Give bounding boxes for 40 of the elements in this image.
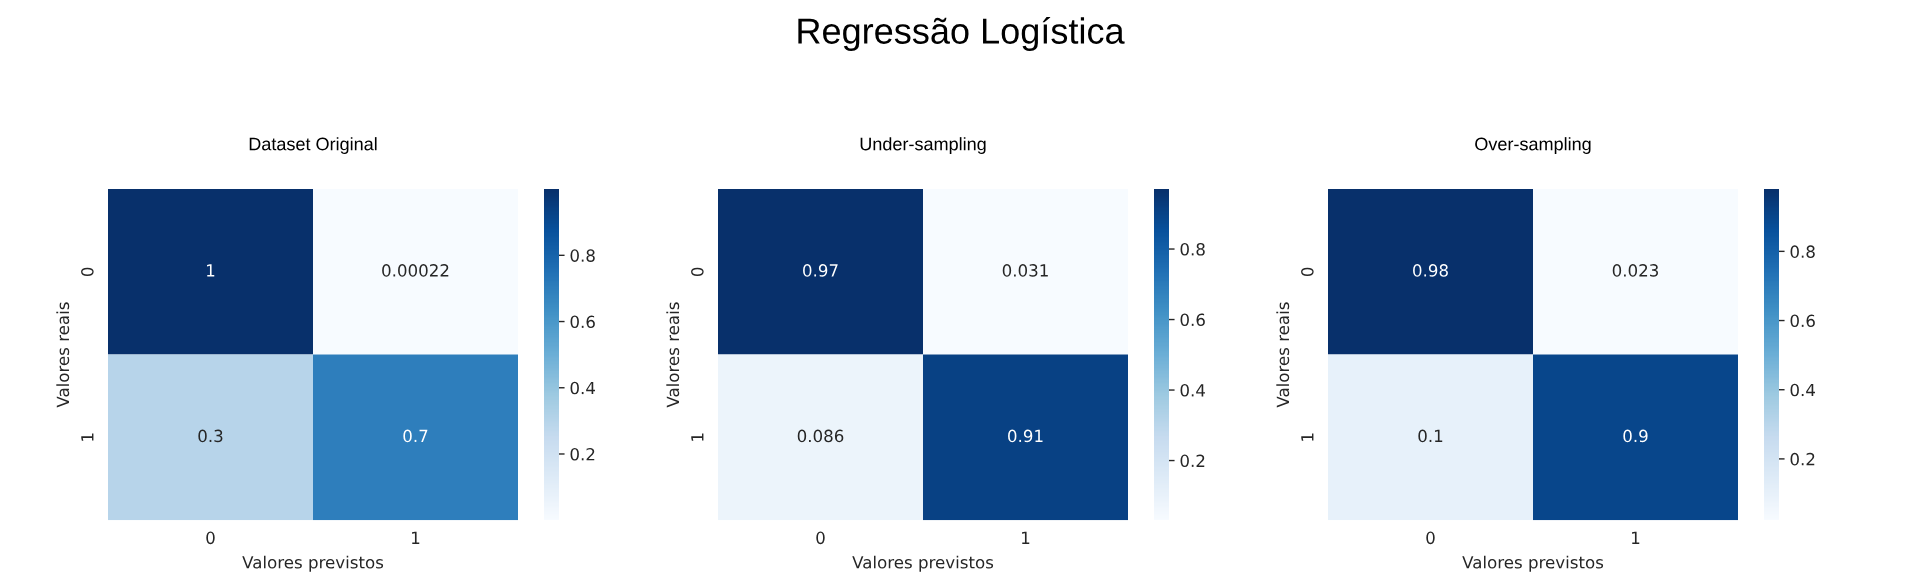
- chart-title: Over-sampling: [1475, 137, 1591, 154]
- x-tick-label: 1: [412, 531, 420, 544]
- color-bar-label: 0.6: [570, 315, 595, 329]
- x-tick-label: 0: [816, 531, 825, 545]
- x-axis-title: Valores previstos: [1462, 555, 1604, 572]
- color-bar-label: 0.6: [1790, 314, 1815, 328]
- color-bar-label: 0.6: [1180, 313, 1205, 327]
- color-bar-label: 0.4: [1180, 384, 1205, 397]
- color-bar-label: 0.2: [570, 447, 595, 461]
- data-label: 0.00022: [382, 264, 449, 277]
- x-tick-label: 0: [1426, 531, 1435, 545]
- data-label: 0.031: [1002, 264, 1048, 277]
- chart-title: Dataset Original: [249, 137, 377, 154]
- data-label: 0.023: [1612, 264, 1659, 277]
- x-tick-label: 1: [1022, 531, 1030, 544]
- color-bar-label: 0.2: [1180, 454, 1205, 468]
- color-bar-label: 0.2: [1790, 452, 1815, 466]
- data-label: 0.97: [803, 264, 838, 277]
- y-axis-title: Valores reais: [666, 302, 680, 408]
- text: Regressão Logística: [798, 16, 1125, 52]
- x-axis-title: Valores previstos: [242, 555, 384, 572]
- data-label: 0.98: [1413, 264, 1448, 277]
- color-bar-label: 0.8: [570, 249, 595, 262]
- data-label: 0.086: [797, 429, 844, 443]
- chart-title: Under-sampling: [860, 137, 986, 154]
- data-label: 0.3: [198, 429, 223, 443]
- data-label: 0.7: [403, 429, 428, 443]
- data-label: 0.9: [1623, 429, 1648, 443]
- color-bar-label: 0.8: [1180, 242, 1205, 256]
- data-label: 1: [207, 264, 215, 277]
- color-bar-label: 0.4: [1790, 383, 1815, 397]
- data-label: 0.1: [1418, 429, 1443, 443]
- color-bar-label: 0.8: [1790, 245, 1815, 258]
- data-label: 0.91: [1008, 429, 1043, 443]
- x-tick-label: 1: [1632, 531, 1640, 544]
- y-axis-title: Valores reais: [56, 302, 70, 408]
- y-axis-title: Valores reais: [1276, 302, 1290, 408]
- x-axis-title: Valores previstos: [852, 555, 994, 572]
- x-tick-label: 0: [206, 531, 215, 545]
- color-bar-label: 0.4: [570, 381, 595, 395]
